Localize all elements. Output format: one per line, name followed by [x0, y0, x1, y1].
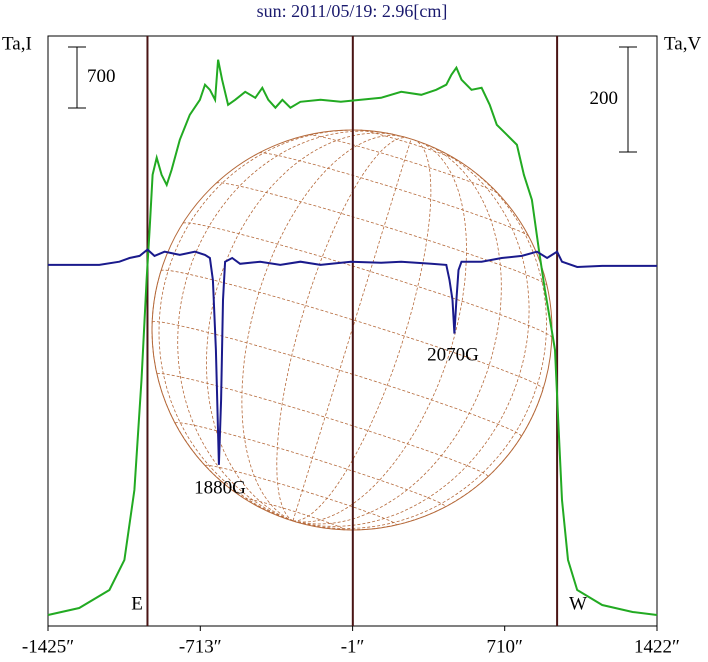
series-line [47, 59, 658, 616]
sun-grid-line [174, 422, 446, 508]
sun-grid-line [241, 135, 405, 522]
sun-grid-line [276, 137, 408, 522]
sun-grid-line [292, 140, 467, 523]
scale-bar-label: 200 [590, 88, 619, 109]
x-tick-label: 1422″ [634, 636, 680, 657]
annotation: E [131, 593, 143, 614]
sun-grid-line [360, 129, 458, 161]
sun-grid-line [158, 129, 372, 522]
y-axis-label: Ta,I [2, 33, 32, 54]
sun-grid-line [259, 152, 529, 237]
annotation: 2070G [427, 344, 479, 365]
sun-grid-line [292, 144, 530, 527]
sun-grid-line [216, 182, 548, 286]
sun-grid-line [292, 154, 547, 529]
sun-grid-line [245, 498, 345, 531]
x-tick-label: 710″ [486, 636, 522, 657]
x-tick-label: -713″ [179, 636, 222, 657]
sun-grid-line [308, 134, 499, 194]
chart-title: sun: 2011/05/19: 2.96[cm] [257, 1, 448, 21]
x-tick-label: -1″ [341, 636, 365, 657]
scale-bar-label: 700 [87, 66, 116, 87]
series-line [48, 248, 657, 465]
sun-grid-line [292, 139, 432, 522]
x-tick-label: -1425″ [22, 636, 74, 657]
sun-grid-line [177, 130, 394, 522]
annotation: 1880G [194, 477, 246, 498]
sun-grid-line [204, 464, 397, 526]
sun-grid-line [206, 132, 397, 522]
sun-grid-line [160, 269, 544, 390]
sun-grid-line [292, 143, 502, 525]
y2-axis-label: Ta,V [664, 33, 701, 54]
annotation: W [569, 593, 587, 614]
scale-bar [68, 46, 86, 109]
scale-bar [619, 46, 637, 153]
sun-grid-line [151, 321, 522, 437]
sun-grid-line [292, 388, 544, 531]
